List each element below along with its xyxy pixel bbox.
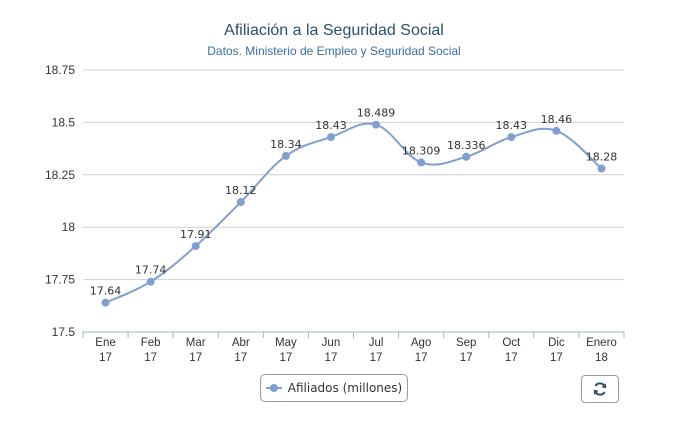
y-tick-label: 17.5 — [52, 325, 76, 339]
data-point[interactable] — [281, 151, 290, 160]
series-afiliados — [101, 120, 606, 307]
x-tick-label: Jun — [322, 337, 341, 349]
x-tick-label-year: 17 — [415, 352, 428, 364]
x-tick-label-year: 17 — [370, 352, 383, 364]
data-point[interactable] — [462, 152, 471, 161]
data-labels: 17.64 17.74 17.91 18.12 18.34 18.43 18.489 18.3… — [90, 107, 617, 298]
x-tick-label: May — [275, 337, 297, 349]
data-point[interactable] — [101, 298, 110, 307]
x-tick-label: Sep — [456, 337, 476, 349]
x-tick-label-year: 17 — [99, 352, 112, 364]
data-point[interactable] — [236, 198, 245, 207]
data-point[interactable] — [417, 158, 426, 167]
x-tick-label: Ene — [95, 337, 115, 349]
data-point[interactable] — [326, 133, 335, 142]
data-label: 18.34 — [270, 138, 302, 151]
data-label: 17.64 — [90, 285, 122, 298]
data-label: 18.28 — [586, 151, 618, 164]
legend-line-marker-icon — [265, 383, 282, 393]
x-tick-label: Enero — [586, 337, 617, 349]
data-point[interactable] — [552, 126, 561, 135]
y-tick-label: 18.5 — [52, 115, 76, 129]
x-tick-label-year: 17 — [325, 352, 338, 364]
x-axis-ticks: Ene 17 Feb 17 Mar 17 Abr 17 May 17 Jun 17 Jul 17 Ago 17… — [82, 332, 625, 364]
x-tick-label-year: 17 — [144, 352, 157, 364]
x-tick-label-year: 17 — [279, 352, 292, 364]
x-tick-label: Ago — [411, 337, 431, 349]
y-tick-label: 17.75 — [45, 273, 75, 287]
data-label: 18.46 — [541, 113, 573, 126]
x-tick-label: Dic — [548, 337, 565, 349]
x-tick-label: Feb — [141, 337, 161, 349]
x-tick-label-year: 17 — [550, 352, 563, 364]
refresh-button[interactable] — [581, 375, 619, 403]
x-tick-label: Abr — [232, 337, 250, 349]
chart-title: Afiliación a la Seguridad Social — [224, 22, 444, 39]
x-tick-label-year: 17 — [189, 352, 202, 364]
x-tick-label-year: 17 — [234, 352, 247, 364]
x-tick-label: Mar — [186, 337, 206, 349]
data-label: 18.43 — [496, 119, 528, 132]
data-label: 18.12 — [225, 184, 257, 197]
data-label: 18.336 — [447, 139, 486, 152]
legend-item-afiliados[interactable]: Afiliados (millones) — [260, 374, 408, 402]
data-point[interactable] — [507, 133, 516, 142]
grid-lines — [83, 69, 624, 333]
x-tick-label-year: 17 — [505, 352, 518, 364]
data-label: 18.309 — [402, 144, 441, 157]
x-tick-label: Oct — [502, 337, 521, 349]
x-tick-label-year: 17 — [460, 352, 473, 364]
y-tick-label: 18.25 — [45, 168, 75, 182]
y-tick-label: 18.75 — [45, 63, 75, 77]
data-label: 18.43 — [315, 119, 347, 132]
data-label: 17.74 — [135, 264, 167, 277]
data-point[interactable] — [597, 164, 606, 173]
data-point[interactable] — [191, 242, 200, 251]
data-point[interactable] — [146, 277, 155, 286]
data-label: 17.91 — [180, 228, 212, 241]
x-tick-label: Jul — [369, 337, 384, 349]
legend-label: Afiliados (millones) — [287, 381, 403, 395]
refresh-icon — [593, 382, 607, 396]
y-axis-ticks: 17.5 17.75 18 18.25 18.5 18.75 — [45, 63, 75, 339]
series-line — [105, 122, 603, 304]
chart-subtitle: Datos. Ministerio de Empleo y Seguridad … — [207, 44, 460, 58]
x-tick-label-year: 18 — [595, 352, 608, 364]
data-point[interactable] — [372, 120, 381, 129]
data-label: 18.489 — [357, 107, 396, 120]
y-tick-label: 18 — [62, 220, 76, 234]
